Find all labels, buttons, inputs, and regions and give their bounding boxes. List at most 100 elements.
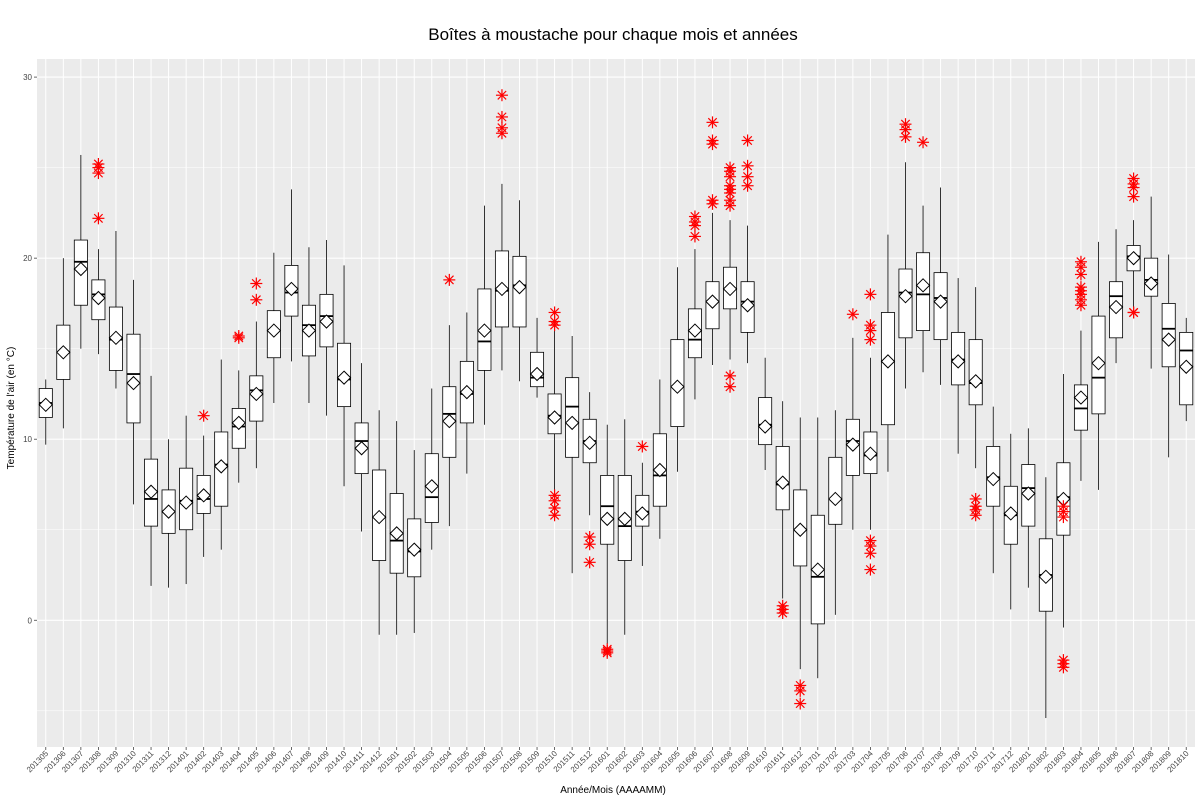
mean-diamond — [529, 366, 545, 382]
outlier-point — [724, 199, 737, 212]
box-201309 — [108, 231, 124, 389]
outlier-point — [548, 306, 561, 319]
outlier-stroke — [585, 539, 595, 549]
box-201311 — [143, 375, 159, 586]
mean-diamond — [442, 413, 457, 429]
outlier-point — [1074, 268, 1087, 281]
outlier-stroke — [707, 139, 718, 149]
box-201807 — [1126, 172, 1141, 319]
box-201502 — [407, 450, 422, 633]
mean-diamond — [266, 323, 282, 338]
box-201401 — [178, 415, 194, 585]
mean-diamond — [38, 397, 53, 413]
outlier-point — [92, 212, 105, 225]
mean-diamond — [284, 281, 299, 297]
box-201611 — [775, 401, 790, 620]
mean-diamond — [705, 294, 720, 309]
box-201307 — [73, 154, 89, 349]
mean-diamond — [108, 330, 124, 346]
mean-diamond — [1108, 299, 1124, 315]
box-201604 — [652, 379, 668, 539]
y-tick-label: 20 — [23, 254, 32, 263]
mean-diamond — [670, 379, 685, 394]
box-201702 — [828, 410, 843, 615]
box-201508 — [512, 200, 527, 382]
mean-diamond — [687, 323, 703, 338]
box-iqr — [600, 475, 615, 545]
outlier-point — [864, 288, 877, 301]
mean-diamond — [336, 370, 352, 385]
outlier-point — [250, 277, 263, 290]
box-201511 — [564, 336, 580, 574]
outlier-stroke — [234, 333, 244, 343]
outlier-stroke — [1076, 300, 1086, 310]
outlier-stroke — [900, 124, 911, 135]
mean-diamond — [354, 441, 369, 456]
box-201503 — [424, 388, 439, 550]
x-axis-label: Année/Mois (AAAAMM) — [560, 785, 666, 796]
outlier-stroke — [725, 172, 735, 182]
box-201305 — [38, 379, 53, 445]
box-201308 — [91, 158, 106, 355]
outlier-stroke — [497, 128, 507, 138]
mean-diamond — [407, 542, 422, 557]
outlier-stroke — [742, 181, 753, 191]
box-201609 — [740, 134, 755, 364]
outlier-stroke — [549, 320, 560, 330]
mean-diamond — [757, 419, 773, 434]
mean-diamond — [968, 374, 983, 389]
mean-diamond — [56, 345, 71, 360]
outlier-point — [794, 684, 807, 697]
mean-diamond — [161, 504, 176, 519]
mean-diamond — [775, 475, 790, 490]
mean-diamond — [494, 281, 510, 297]
mean-diamond — [231, 415, 246, 431]
mean-diamond — [986, 471, 1001, 487]
outlier-point — [1074, 299, 1087, 312]
mean-diamond — [143, 484, 159, 499]
outlier-point — [724, 369, 737, 382]
mean-diamond — [214, 459, 229, 474]
box-201510 — [547, 306, 562, 522]
outlier-stroke — [1128, 307, 1139, 318]
outlier-point — [197, 409, 210, 422]
outlier-point — [636, 440, 649, 453]
box-201406 — [266, 252, 282, 403]
mean-diamond — [91, 290, 106, 306]
outlier-stroke — [93, 213, 104, 223]
box-201602 — [617, 419, 632, 635]
y-tick-label: 0 — [28, 616, 33, 625]
outlier-point — [706, 197, 719, 210]
outlier-point — [232, 331, 245, 344]
box-201412 — [371, 410, 387, 635]
outlier-stroke — [251, 278, 261, 289]
outlier-stroke — [725, 371, 735, 381]
box-201402 — [196, 409, 211, 557]
box-201711 — [986, 406, 1001, 574]
mean-diamond — [652, 462, 668, 478]
outlier-point — [548, 319, 561, 332]
mean-diamond — [845, 437, 861, 452]
box-201312 — [161, 439, 176, 588]
outlier-point — [741, 179, 754, 192]
mean-diamond — [828, 491, 843, 507]
box-201306 — [56, 258, 71, 429]
mean-diamond — [1091, 355, 1106, 371]
outlier-stroke — [497, 112, 507, 122]
box-201706 — [898, 118, 913, 389]
box-201809 — [1161, 254, 1176, 458]
mean-diamond — [424, 479, 439, 494]
box-201701 — [810, 417, 825, 679]
outlier-point — [92, 167, 105, 180]
box-201601 — [600, 424, 615, 659]
mean-diamond — [863, 446, 878, 461]
box-201707 — [915, 136, 931, 373]
outlier-stroke — [1076, 262, 1086, 272]
box-201612 — [793, 417, 808, 710]
mean-diamond — [582, 435, 597, 451]
box-201310 — [126, 279, 141, 505]
box-201709 — [950, 278, 966, 454]
outlier-point — [899, 130, 912, 143]
outlier-stroke — [707, 199, 718, 209]
